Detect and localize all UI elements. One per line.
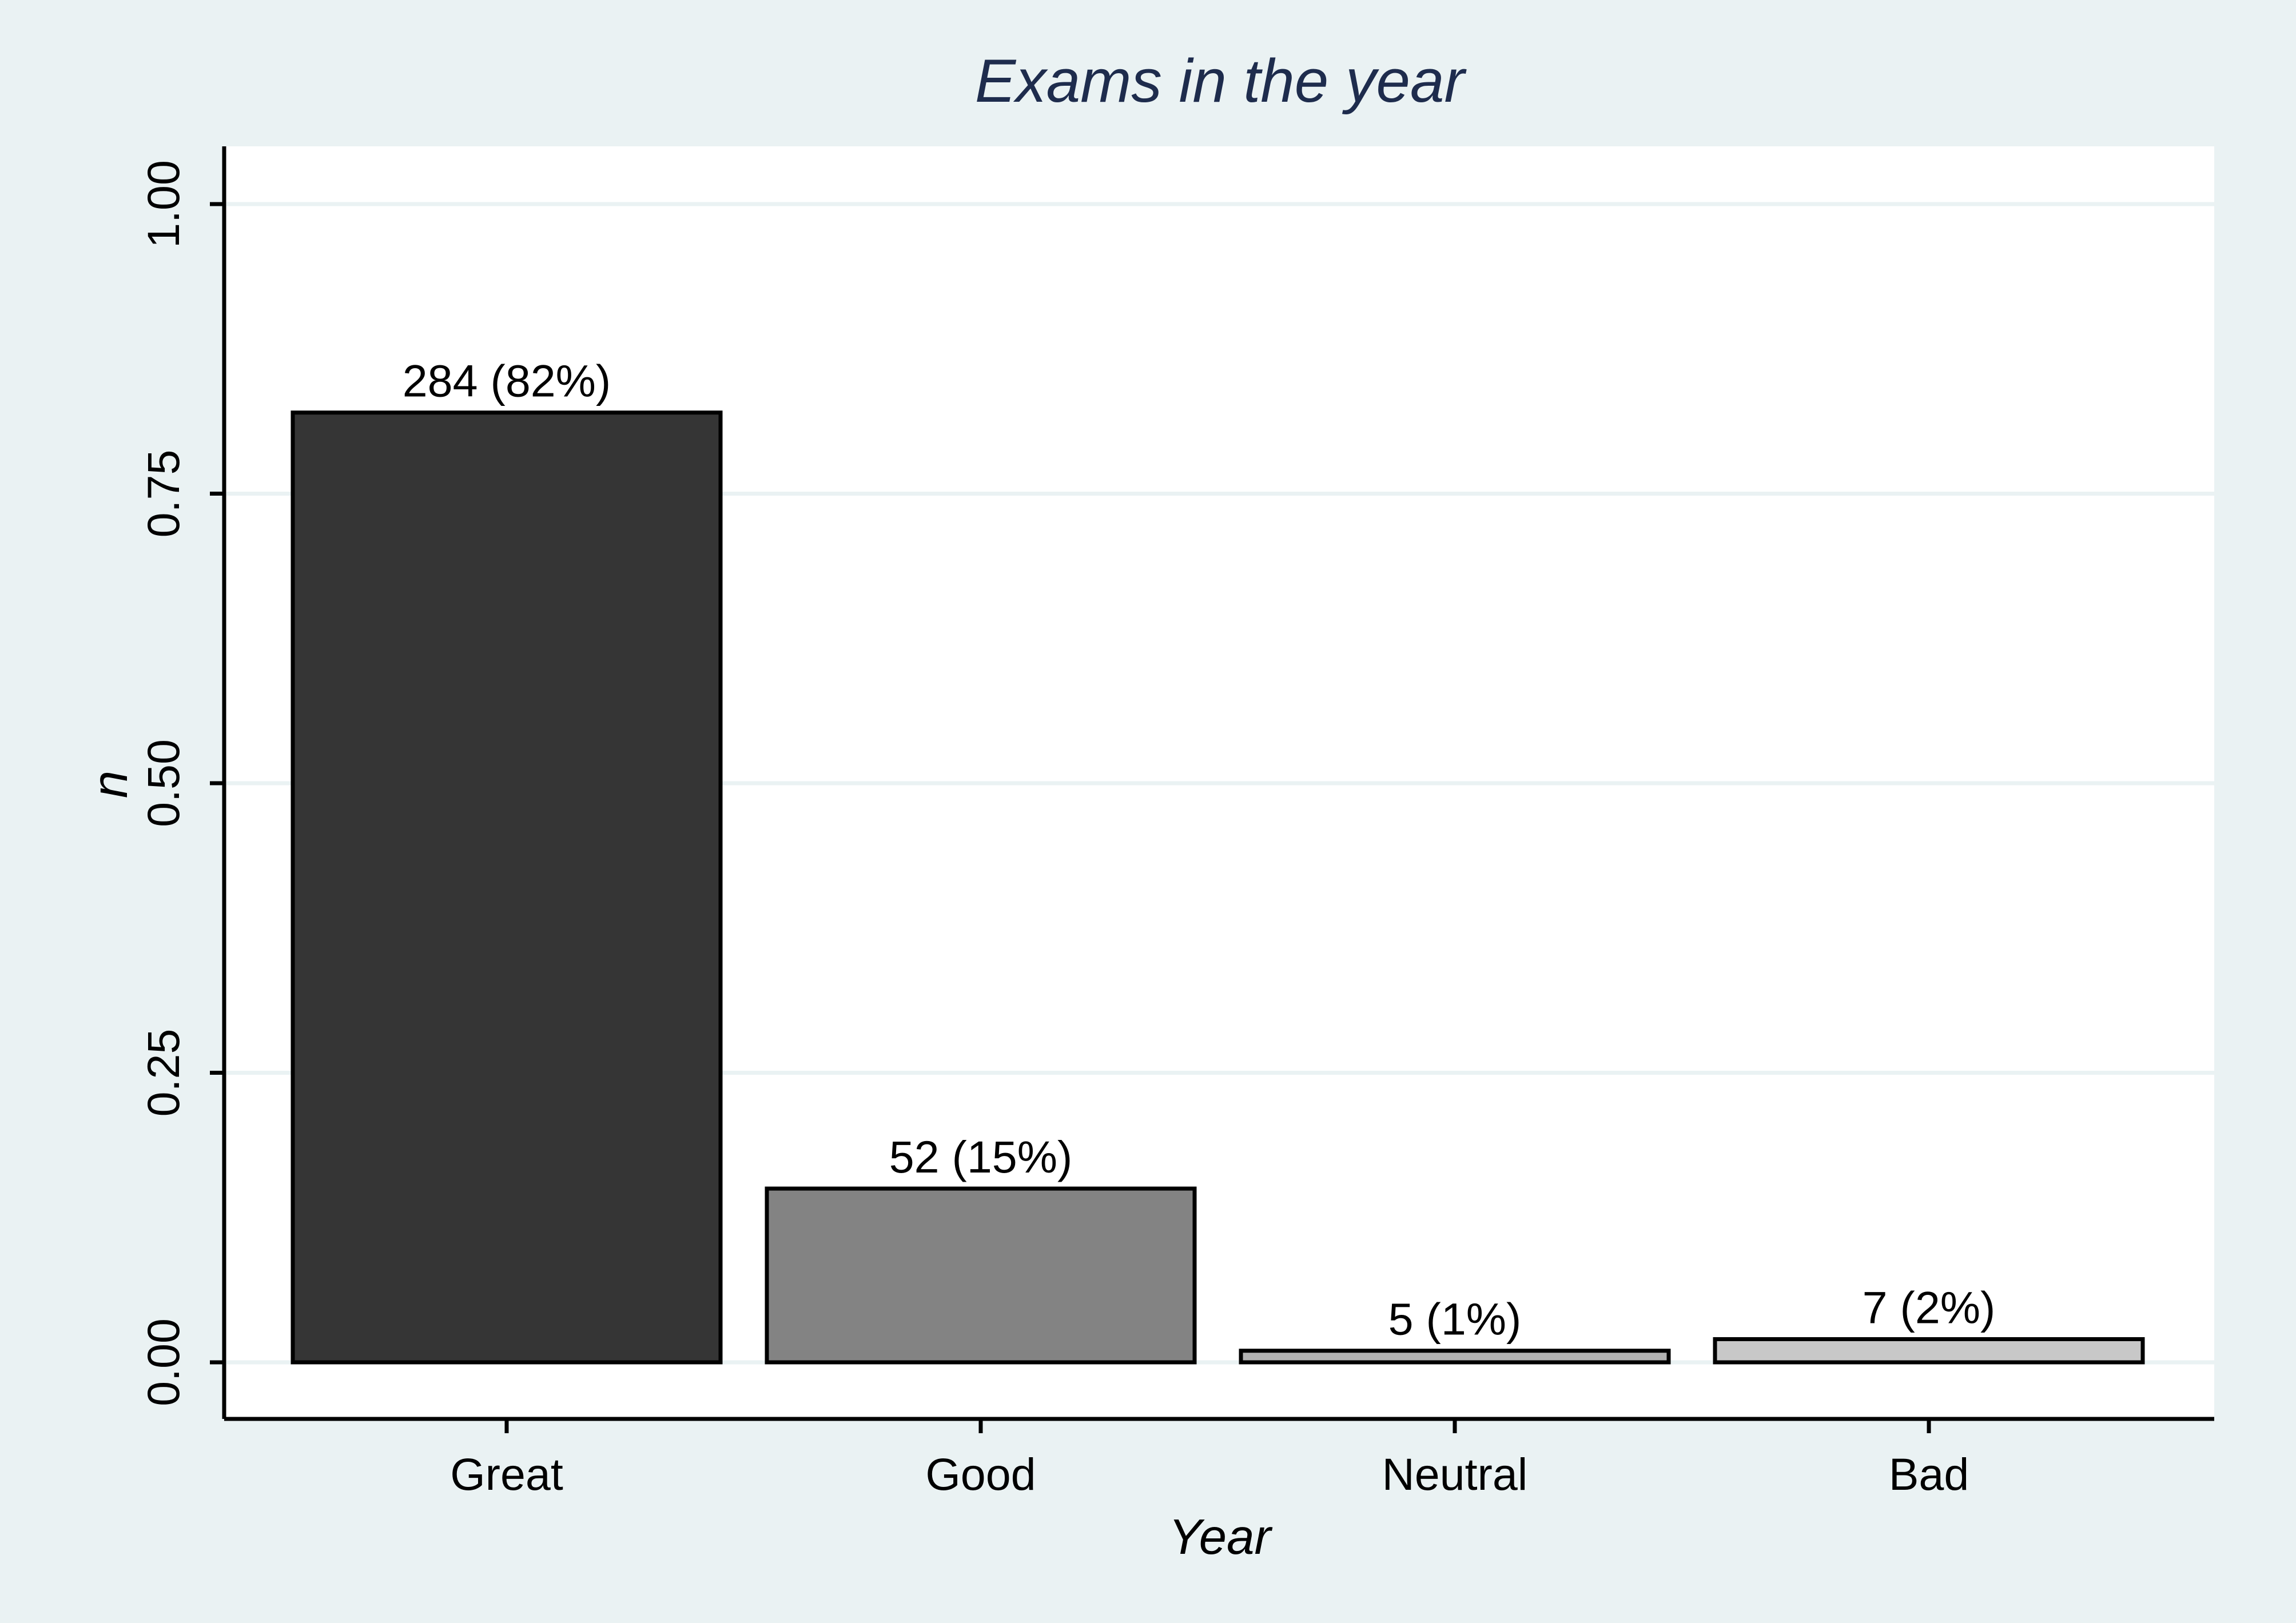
x-tick-label: Bad <box>1889 1449 1969 1500</box>
y-tick-label: 0.50 <box>138 739 189 827</box>
bar-neutral <box>1239 1349 1671 1365</box>
x-tick-label: Neutral <box>1382 1449 1528 1500</box>
y-tick-label: 0.00 <box>138 1318 189 1406</box>
y-ticks: 0.00 0.25 0.50 0.75 1.00 <box>138 160 224 1406</box>
y-axis-title: n <box>82 771 138 798</box>
x-ticks: Great Good Neutral Bad <box>450 1419 1969 1500</box>
bar-data-label: 5 (1%) <box>1388 1294 1522 1345</box>
bars <box>291 410 2145 1365</box>
bar-great <box>291 410 723 1365</box>
bar-data-label: 284 (82%) <box>403 356 611 406</box>
bar-bad <box>1713 1337 2145 1365</box>
bar-good <box>765 1186 1197 1365</box>
y-tick-label: 0.25 <box>138 1029 189 1117</box>
x-tick-label: Good <box>925 1449 1036 1500</box>
bar-data-label: 7 (2%) <box>1863 1282 1996 1333</box>
x-tick-label: Great <box>450 1449 563 1500</box>
y-tick-label: 0.75 <box>138 450 189 538</box>
bar-data-labels: 284 (82%) 52 (15%) 5 (1%) 7 (2%) <box>403 356 1996 1345</box>
x-axis-title: Year <box>1169 1509 1273 1565</box>
y-tick-label: 1.00 <box>138 160 189 248</box>
chart-title: Exams in the year <box>975 46 1467 115</box>
bar-data-label: 52 (15%) <box>889 1131 1073 1182</box>
